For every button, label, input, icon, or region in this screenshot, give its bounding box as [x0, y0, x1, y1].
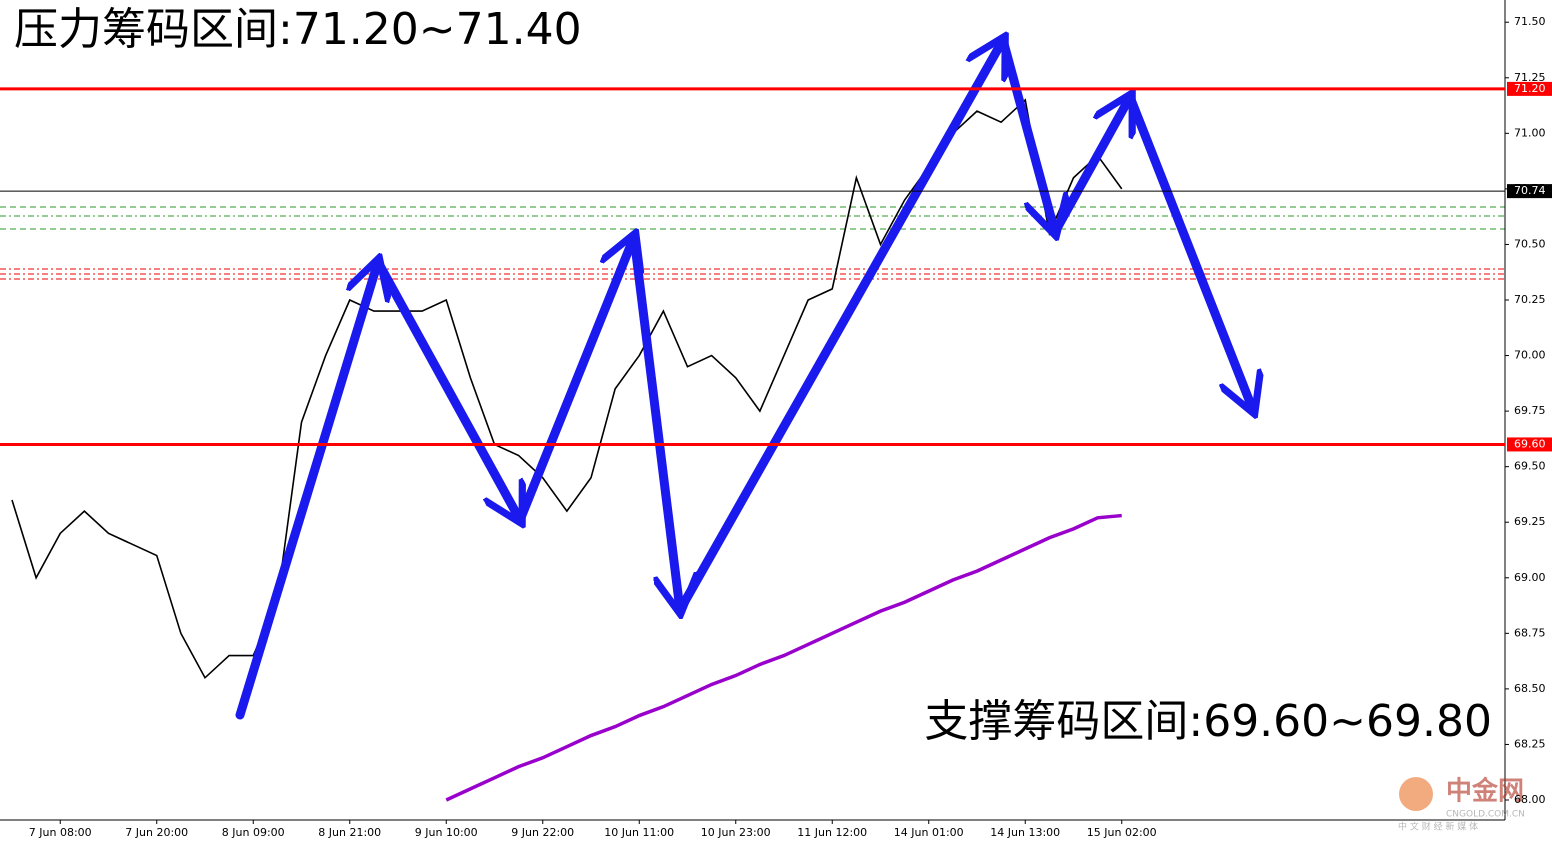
x-tick-label: 10 Jun 23:00	[701, 826, 771, 839]
watermark: 中金网 CNGOLD.COM.CN 中 文 财 经 新 媒 体	[1398, 776, 1525, 833]
x-tick-label: 11 Jun 12:00	[797, 826, 867, 839]
y-tick-label: 68.00	[1514, 793, 1546, 806]
watermark-name: 中金网	[1446, 776, 1524, 807]
y-tick-label: 68.25	[1514, 737, 1546, 750]
annotation: 支撑筹码区间:69.60~69.80	[924, 696, 1492, 747]
y-tick-label: 70.00	[1514, 349, 1546, 362]
y-tick-label: 69.00	[1514, 571, 1546, 584]
level-tag	[1507, 184, 1552, 199]
arrow	[998, 35, 1055, 232]
chart-title: 压力筹码区间:71.20~71.40	[14, 4, 582, 55]
x-tick-label: 14 Jun 13:00	[990, 826, 1060, 839]
level-label: 69.60	[1514, 437, 1546, 450]
logo	[1399, 777, 1433, 811]
x-tick-label: 9 Jun 22:00	[511, 826, 574, 839]
arrow	[629, 232, 680, 610]
arrow	[515, 237, 634, 525]
x-tick-label: 10 Jun 11:00	[604, 826, 674, 839]
x-tick-label: 9 Jun 10:00	[415, 826, 478, 839]
level-label: 71.20	[1514, 82, 1546, 95]
y-tick-label: 69.50	[1514, 460, 1546, 473]
level-tag	[1507, 437, 1552, 452]
arrow	[235, 262, 378, 720]
watermark-url: CNGOLD.COM.CN	[1446, 810, 1525, 820]
y-tick-label: 71.25	[1514, 71, 1546, 84]
x-tick-label: 7 Jun 08:00	[29, 826, 92, 839]
y-tick-label: 71.00	[1514, 126, 1546, 139]
level-tag	[1507, 81, 1552, 96]
y-tick-label: 70.25	[1514, 293, 1546, 306]
x-tick-label: 14 Jun 01:00	[894, 826, 964, 839]
guide-lines	[0, 206, 1505, 280]
y-tick-label: 71.50	[1514, 15, 1546, 28]
x-tick-label: 15 Jun 02:00	[1087, 826, 1157, 839]
arrow	[373, 257, 520, 520]
trend-arrows	[235, 35, 1253, 720]
x-tick-label: 7 Jun 20:00	[125, 826, 188, 839]
y-tick-label: 69.75	[1514, 404, 1546, 417]
level-label: 70.74	[1514, 184, 1546, 197]
watermark-slogan: 中 文 财 经 新 媒 体	[1398, 821, 1478, 833]
x-tick-label: 8 Jun 09:00	[222, 826, 285, 839]
arrow	[675, 40, 1003, 615]
y-tick-label: 70.50	[1514, 237, 1546, 250]
x-tick-label: 8 Jun 21:00	[318, 826, 381, 839]
y-tick-label: 68.50	[1514, 682, 1546, 695]
arrow	[1125, 92, 1253, 410]
y-tick-label: 68.75	[1514, 626, 1546, 639]
y-tick-label: 69.25	[1514, 515, 1546, 528]
arrow	[1050, 97, 1130, 237]
series-line	[445, 513, 1122, 802]
